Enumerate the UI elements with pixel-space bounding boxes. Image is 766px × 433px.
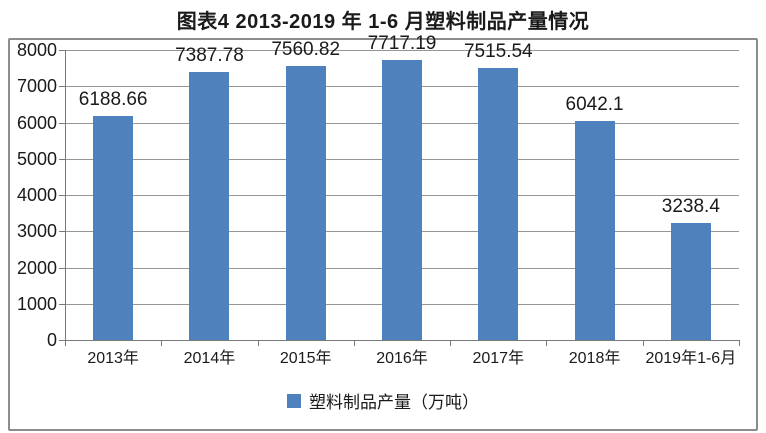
x-axis-tick — [161, 340, 162, 346]
chart-title: 图表4 2013-2019 年 1-6 月塑料制品产量情况 — [176, 11, 590, 33]
y-axis-tick-label: 8000 — [16, 40, 57, 60]
chart-frame: 0 1000 2000 3000 4000 5000 6000 7000 8000 6188.66… — [8, 33, 758, 431]
bar-value-label: 6188.66 — [78, 88, 148, 110]
chart-legend: 塑料制品产量（万吨） — [10, 388, 756, 413]
bar-2013年 — [93, 115, 133, 340]
x-axis-tick — [258, 340, 259, 346]
bar-value-label: 3238.4 — [661, 195, 720, 217]
y-axis-tick — [59, 86, 65, 88]
x-axis-category-label: 2013年 — [87, 350, 139, 367]
bar-2017年 — [478, 67, 518, 340]
y-axis-tick-label: 5000 — [16, 148, 57, 169]
y-axis-tick — [59, 303, 65, 305]
y-axis-tick-label: 3000 — [16, 221, 57, 242]
y-axis-tick — [59, 231, 65, 233]
y-axis-tick-label: 0 — [46, 330, 57, 350]
y-axis-tick — [59, 340, 65, 341]
bar-2019年1-6月 — [671, 222, 711, 340]
x-axis-category-label: 2015年 — [279, 350, 332, 367]
y-axis-line — [65, 50, 66, 340]
x-axis-category-label: 2016年 — [376, 350, 428, 367]
y-axis-tick — [59, 122, 65, 124]
y-axis-tick — [59, 50, 65, 51]
legend-marker-square-icon — [287, 393, 301, 408]
bar-value-label: 7560.82 — [271, 38, 341, 60]
x-axis-tick — [354, 340, 355, 346]
gridline — [65, 50, 739, 51]
y-axis-tick — [59, 158, 65, 160]
bar-value-label: 6042.1 — [565, 93, 624, 115]
x-axis-tick — [643, 340, 644, 346]
x-axis-category-label: 2018年 — [568, 350, 621, 367]
x-axis-category-label: 2017年 — [472, 350, 525, 367]
y-axis-tick-label: 4000 — [16, 185, 57, 205]
bar-2014年 — [189, 72, 229, 340]
y-axis-tick — [59, 195, 65, 196]
y-axis-tick-label: 2000 — [16, 257, 57, 278]
bar-value-label: 7387.78 — [175, 45, 244, 67]
y-axis-tick-label: 1000 — [16, 293, 57, 314]
bar-2016年 — [382, 60, 422, 340]
y-axis-tick-label: 7000 — [16, 76, 57, 97]
x-axis-tick — [546, 340, 547, 346]
bar-value-label: 7515.54 — [463, 40, 533, 62]
y-axis-tick-label: 6000 — [16, 112, 57, 133]
y-axis-tick — [59, 267, 65, 269]
bar-value-label: 7717.19 — [367, 33, 437, 55]
x-axis-line — [65, 340, 739, 341]
x-axis-tick — [739, 340, 740, 346]
x-axis-category-label: 2019年1-6月 — [645, 350, 737, 367]
x-axis-category-label: 2014年 — [183, 350, 236, 367]
legend-label: 塑料制品产量（万吨） — [309, 393, 479, 412]
x-axis-tick — [450, 340, 451, 346]
x-axis-tick — [65, 340, 66, 346]
bar-2015年 — [286, 65, 326, 340]
bar-2018年 — [575, 120, 615, 340]
